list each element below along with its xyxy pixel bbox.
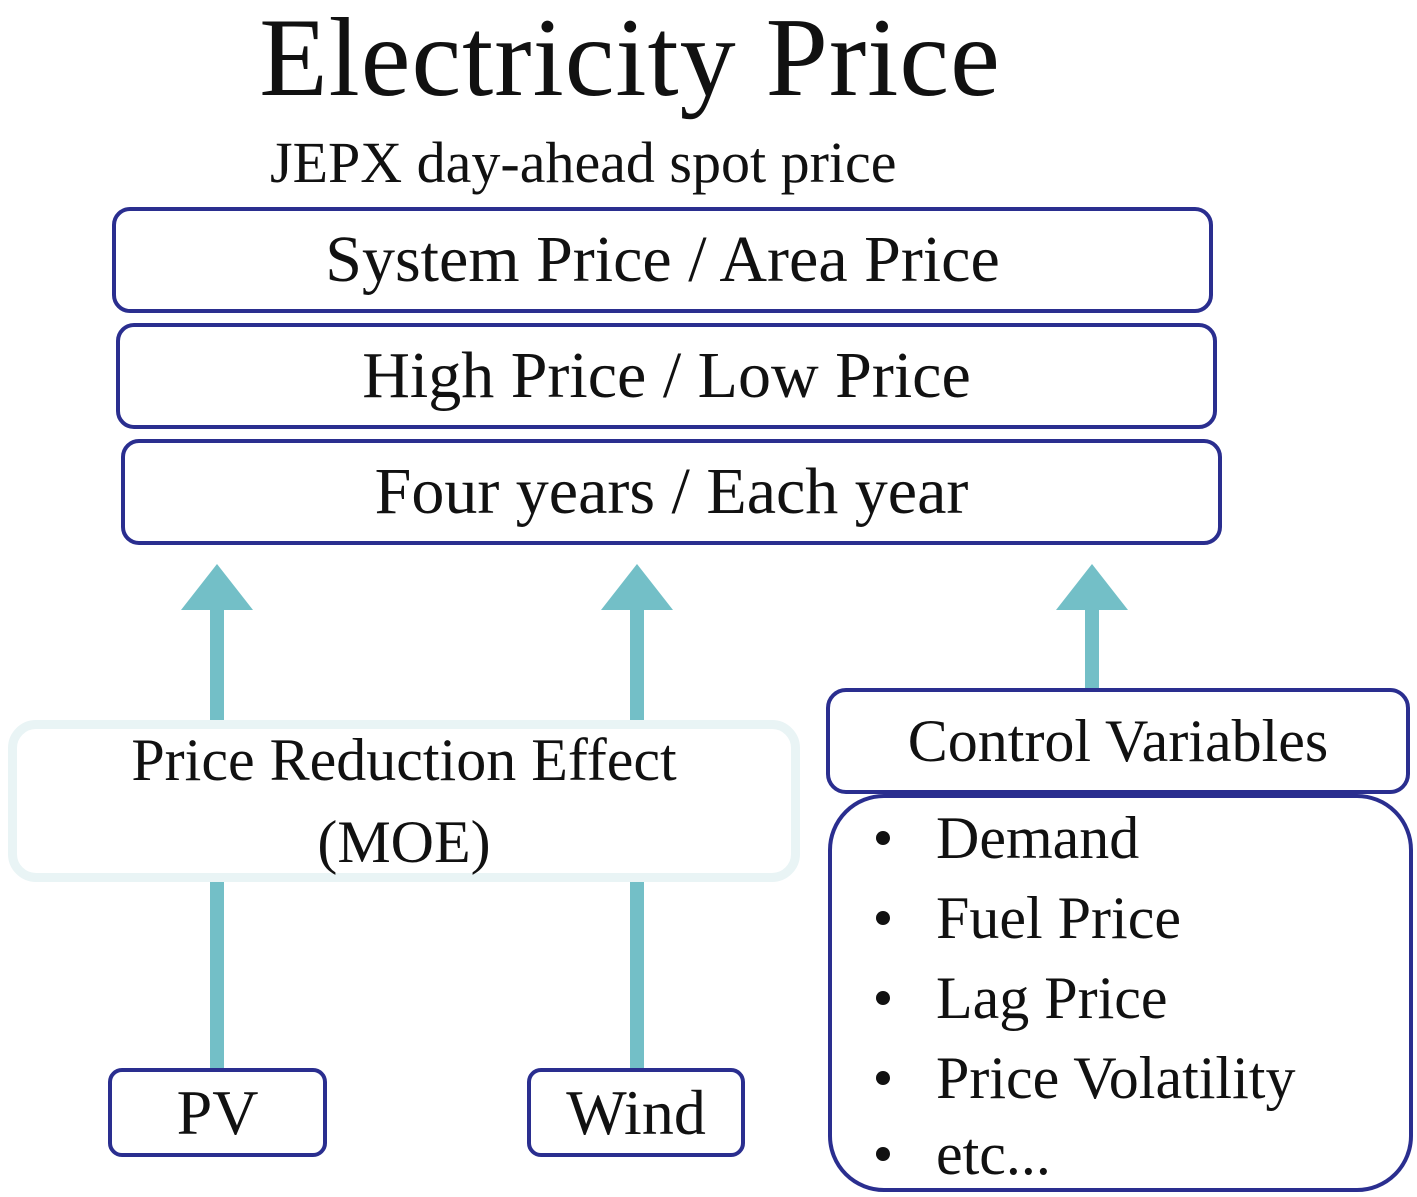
- arrowhead-middle: [601, 564, 673, 610]
- arrow-shaft-left-lower: [210, 882, 224, 1068]
- control-variables-list: Demand Fuel Price Lag Price Price Volati…: [828, 794, 1413, 1192]
- list-item: etc...: [832, 1114, 1051, 1194]
- period-label: Four years / Each year: [374, 455, 969, 528]
- control-variables-header: Control Variables: [826, 688, 1410, 794]
- price-level-box: High Price / Low Price: [116, 323, 1217, 429]
- list-item-label: Price Volatility: [936, 1044, 1296, 1111]
- control-variables-title: Control Variables: [907, 707, 1329, 774]
- wind-label: Wind: [566, 1076, 706, 1148]
- arrow-shaft-left-upper: [210, 608, 224, 720]
- list-item: Lag Price: [832, 958, 1168, 1038]
- price-type-box: System Price / Area Price: [112, 207, 1213, 313]
- arrowhead-right: [1056, 564, 1128, 610]
- list-item: Fuel Price: [832, 878, 1181, 958]
- price-level-label: High Price / Low Price: [362, 339, 971, 412]
- pv-label: PV: [176, 1076, 259, 1148]
- list-item: Demand: [832, 798, 1139, 878]
- list-item: Price Volatility: [832, 1038, 1295, 1118]
- pv-box: PV: [108, 1068, 327, 1157]
- price-type-label: System Price / Area Price: [325, 223, 1000, 296]
- price-reduction-effect-box: Price Reduction Effect (MOE): [8, 720, 800, 882]
- list-item-label: etc...: [936, 1120, 1051, 1187]
- bullet-icon: [876, 991, 890, 1005]
- arrow-shaft-middle-lower: [630, 882, 644, 1068]
- bullet-icon: [876, 831, 890, 845]
- arrowhead-left: [181, 564, 253, 610]
- wind-box: Wind: [527, 1068, 745, 1157]
- arrow-shaft-middle-upper: [630, 608, 644, 720]
- list-item-label: Lag Price: [936, 964, 1168, 1031]
- list-item-label: Fuel Price: [936, 884, 1181, 951]
- bullet-icon: [876, 911, 890, 925]
- diagram-subtitle: JEPX day-ahead spot price: [270, 130, 897, 195]
- effect-abbreviation: (MOE): [317, 809, 491, 875]
- diagram-title: Electricity Price: [259, 0, 1001, 120]
- period-box: Four years / Each year: [121, 439, 1222, 545]
- bullet-icon: [876, 1071, 890, 1085]
- bullet-icon: [876, 1147, 890, 1161]
- arrow-shaft-right: [1085, 608, 1099, 690]
- list-item-label: Demand: [936, 804, 1140, 871]
- effect-label: Price Reduction Effect: [131, 727, 677, 793]
